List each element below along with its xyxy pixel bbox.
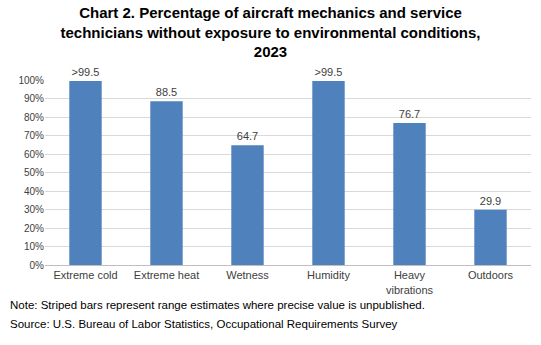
svg-text:0%: 0%: [30, 260, 45, 271]
svg-text:Wetness: Wetness: [226, 269, 269, 281]
svg-text:40%: 40%: [24, 186, 44, 197]
svg-text:80%: 80%: [24, 112, 44, 123]
svg-text:50%: 50%: [24, 167, 44, 178]
svg-text:70%: 70%: [24, 130, 44, 141]
svg-text:Source: U.S. Bureau of Labor S: Source: U.S. Bureau of Labor Statistics,…: [10, 318, 398, 330]
svg-text:Heavyvibrations: Heavyvibrations: [386, 269, 434, 295]
svg-text:Humidity: Humidity: [307, 269, 350, 281]
svg-text:88.5: 88.5: [156, 86, 177, 98]
svg-text:20%: 20%: [24, 223, 44, 234]
svg-text:90%: 90%: [24, 93, 44, 104]
svg-text:>99.5: >99.5: [315, 66, 343, 78]
svg-text:Note: Striped bars represent r: Note: Striped bars represent range estim…: [10, 299, 425, 311]
svg-text:Extreme cold: Extreme cold: [53, 269, 117, 281]
svg-text:60%: 60%: [24, 149, 44, 160]
svg-text:76.7: 76.7: [399, 108, 420, 120]
svg-text:64.7: 64.7: [237, 130, 258, 142]
svg-text:Outdoors: Outdoors: [468, 269, 514, 281]
svg-text:30%: 30%: [24, 204, 44, 215]
svg-text:Extreme heat: Extreme heat: [134, 269, 199, 281]
svg-text:>99.5: >99.5: [72, 66, 100, 78]
svg-text:Chart 2. Percentage of aircraf: Chart 2. Percentage of aircraft mechanic…: [60, 4, 480, 60]
svg-text:10%: 10%: [24, 241, 44, 252]
svg-text:29.9: 29.9: [480, 195, 501, 207]
svg-text:100%: 100%: [18, 75, 44, 86]
